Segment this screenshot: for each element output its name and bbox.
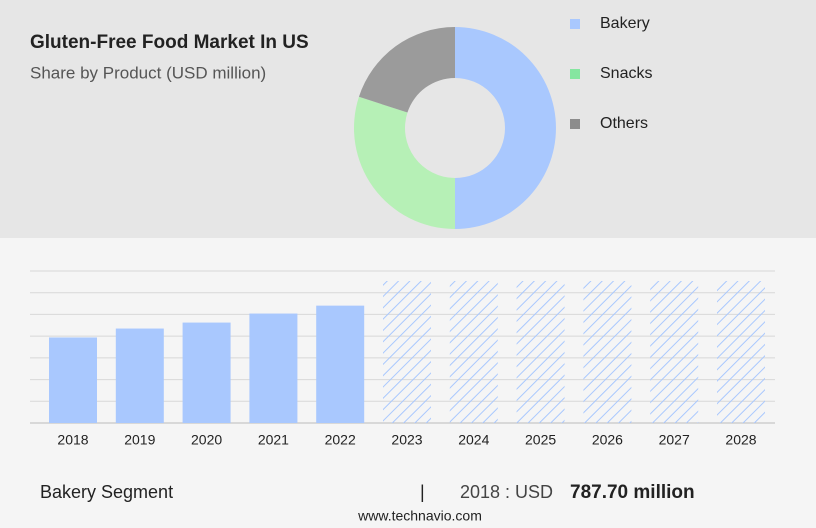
bar [316,305,365,423]
bar [249,313,298,423]
x-tick-label: 2024 [458,432,489,448]
bar [115,328,164,423]
donut-slice [353,96,455,230]
x-tick-label: 2020 [191,432,222,448]
forecast-placeholder [717,281,765,423]
legend-label: Bakery [600,15,650,32]
source: www.technavio.com [357,508,482,524]
x-tick-label: 2028 [725,432,756,448]
footer-separator: | [420,482,425,502]
subtitle: Share by Product (USD million) [30,63,266,82]
x-tick-label: 2023 [391,432,422,448]
footer-segment: Bakery Segment [40,482,173,502]
title: Gluten-Free Food Market In US [30,32,309,53]
donut-slice [358,27,455,113]
legend-swatch [570,69,580,79]
bar [49,337,97,423]
bar [182,322,231,423]
x-tick-label: 2025 [525,432,556,448]
legend-swatch [570,19,580,29]
forecast-placeholder [516,281,565,423]
legend-swatch [570,119,580,129]
x-tick-label: 2019 [124,432,155,448]
forecast-placeholder [650,281,699,423]
x-tick-label: 2026 [592,432,623,448]
x-tick-label: 2018 [57,432,88,448]
forecast-placeholder [449,281,498,423]
legend-label: Others [600,115,648,132]
x-tick-label: 2027 [659,432,690,448]
forecast-placeholder [383,281,431,423]
donut-slice [455,27,556,229]
legend-label: Snacks [600,65,652,82]
forecast-placeholder [583,281,632,423]
footer-value: 787.70 million [570,482,695,503]
x-tick-label: 2022 [325,432,356,448]
x-tick-label: 2021 [258,432,289,448]
footer-year: 2018 : USD [460,482,553,502]
